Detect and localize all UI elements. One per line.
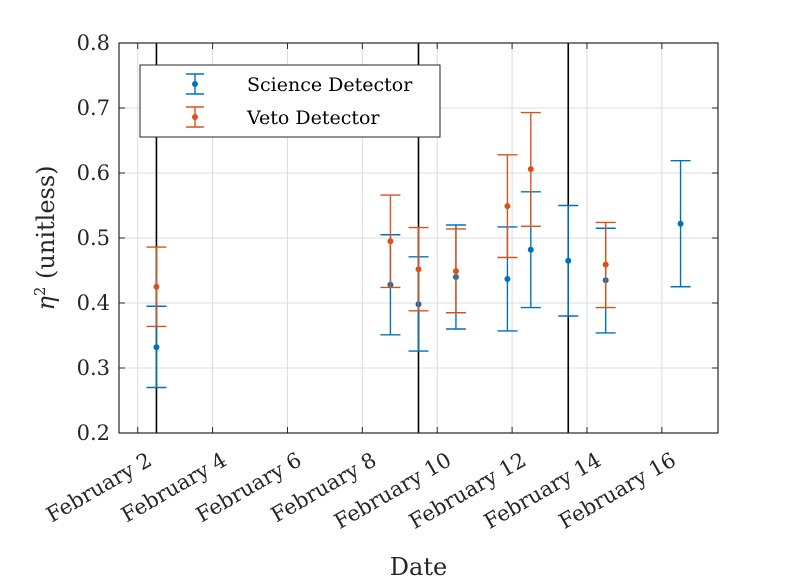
legend: Science Detector Veto Detector bbox=[139, 64, 441, 138]
data-point bbox=[153, 344, 160, 351]
data-point bbox=[504, 203, 511, 210]
data-point bbox=[452, 268, 459, 275]
data-point bbox=[527, 166, 534, 173]
legend-swatch-marker bbox=[192, 81, 198, 87]
legend-swatch-marker bbox=[192, 114, 198, 120]
y-axis-label-superscript: 2 bbox=[31, 287, 49, 297]
y-tick-label: 0.8 bbox=[77, 31, 110, 55]
data-point bbox=[677, 220, 684, 227]
legend-label: Veto Detector bbox=[246, 107, 380, 129]
series-veto bbox=[146, 111, 616, 328]
data-point bbox=[153, 283, 160, 290]
y-axis-label-symbol: η bbox=[32, 296, 60, 311]
data-point bbox=[602, 261, 609, 268]
y-axis: 0.2 0.3 0.4 0.5 0.6 0.7 0.8 bbox=[77, 31, 718, 445]
y-tick-label: 0.4 bbox=[77, 291, 110, 315]
y-tick-label: 0.7 bbox=[77, 96, 110, 120]
data-point bbox=[387, 238, 394, 245]
y-tick-label: 0.3 bbox=[77, 356, 110, 380]
x-axis-label: Date bbox=[390, 553, 447, 581]
y-axis-label-text: (unitless) bbox=[32, 165, 60, 286]
y-tick-label: 0.6 bbox=[77, 161, 110, 185]
y-tick-label: 0.5 bbox=[77, 226, 110, 250]
data-point bbox=[415, 266, 422, 273]
data-point bbox=[504, 275, 511, 282]
legend-box bbox=[139, 64, 441, 138]
data-point bbox=[527, 246, 534, 253]
legend-label: Science Detector bbox=[247, 74, 413, 96]
series-layer bbox=[146, 111, 691, 389]
data-point bbox=[565, 257, 572, 264]
y-tick-label: 0.2 bbox=[77, 421, 110, 445]
y-axis-label: η2 (unitless) bbox=[31, 165, 60, 310]
